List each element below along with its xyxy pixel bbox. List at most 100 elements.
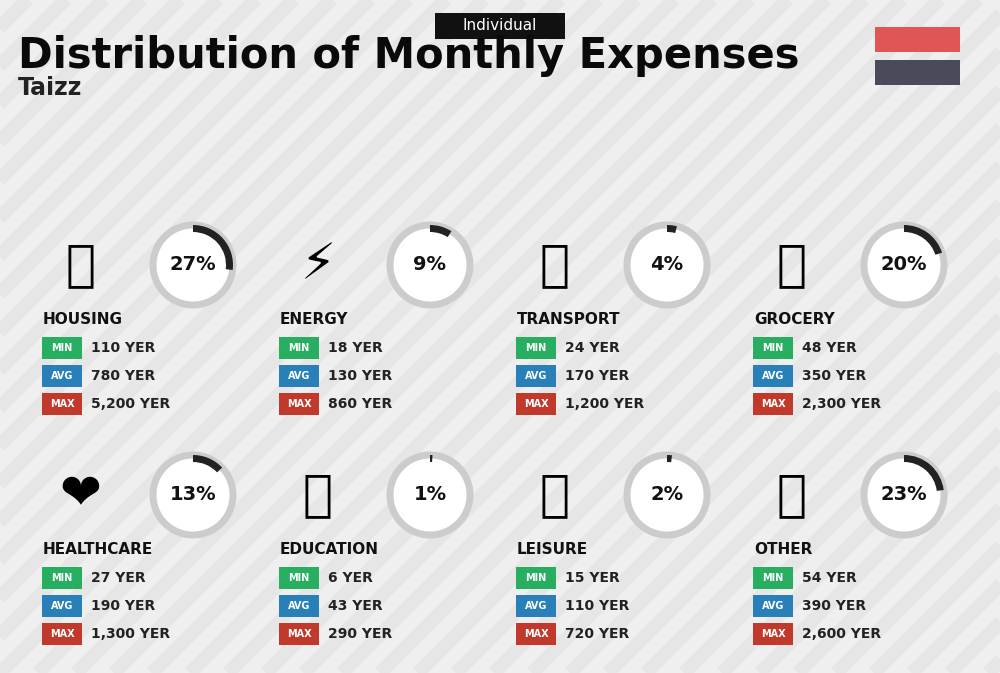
Text: 9%: 9%: [414, 256, 446, 275]
Text: 🛍️: 🛍️: [540, 471, 570, 519]
Wedge shape: [430, 225, 451, 237]
Text: AVG: AVG: [51, 601, 73, 611]
Text: 20%: 20%: [881, 256, 927, 275]
Text: 350 YER: 350 YER: [802, 369, 866, 383]
Text: 390 YER: 390 YER: [802, 599, 866, 613]
Text: 43 YER: 43 YER: [328, 599, 383, 613]
Wedge shape: [667, 455, 672, 462]
Text: 6 YER: 6 YER: [328, 571, 373, 585]
Circle shape: [153, 455, 233, 535]
Text: MIN: MIN: [288, 343, 310, 353]
Wedge shape: [904, 225, 942, 255]
Text: LEISURE: LEISURE: [517, 542, 588, 557]
Text: 🚌: 🚌: [540, 241, 570, 289]
Text: Distribution of Monthly Expenses: Distribution of Monthly Expenses: [18, 35, 800, 77]
FancyBboxPatch shape: [753, 623, 793, 645]
Text: 190 YER: 190 YER: [91, 599, 155, 613]
FancyBboxPatch shape: [753, 365, 793, 387]
Text: ⚡: ⚡: [300, 241, 336, 289]
FancyBboxPatch shape: [516, 595, 556, 617]
FancyBboxPatch shape: [42, 623, 82, 645]
Circle shape: [153, 225, 233, 305]
FancyBboxPatch shape: [753, 595, 793, 617]
Text: MAX: MAX: [524, 629, 548, 639]
Text: OTHER: OTHER: [754, 542, 812, 557]
Text: ❤️: ❤️: [60, 471, 102, 519]
Text: 23%: 23%: [881, 485, 927, 505]
Wedge shape: [667, 225, 677, 233]
Text: ENERGY: ENERGY: [280, 312, 349, 328]
Text: 1,200 YER: 1,200 YER: [565, 397, 644, 411]
Circle shape: [627, 225, 707, 305]
FancyBboxPatch shape: [279, 567, 319, 589]
Text: 2,300 YER: 2,300 YER: [802, 397, 881, 411]
FancyBboxPatch shape: [516, 567, 556, 589]
Text: MIN: MIN: [288, 573, 310, 583]
FancyBboxPatch shape: [435, 13, 565, 39]
Text: MIN: MIN: [762, 573, 784, 583]
Text: AVG: AVG: [525, 371, 547, 381]
Text: 👜: 👜: [777, 471, 807, 519]
Text: 2%: 2%: [650, 485, 684, 505]
Text: 130 YER: 130 YER: [328, 369, 392, 383]
Text: 🛒: 🛒: [777, 241, 807, 289]
Text: 15 YER: 15 YER: [565, 571, 620, 585]
FancyBboxPatch shape: [875, 27, 960, 52]
FancyBboxPatch shape: [42, 393, 82, 415]
Text: MIN: MIN: [525, 343, 547, 353]
Circle shape: [390, 225, 470, 305]
Text: MIN: MIN: [51, 343, 73, 353]
Text: 54 YER: 54 YER: [802, 571, 857, 585]
Text: 13%: 13%: [170, 485, 216, 505]
Text: Taizz: Taizz: [18, 76, 82, 100]
FancyBboxPatch shape: [42, 595, 82, 617]
Text: MAX: MAX: [761, 629, 785, 639]
FancyBboxPatch shape: [516, 623, 556, 645]
Text: 🎓: 🎓: [303, 471, 333, 519]
Text: 170 YER: 170 YER: [565, 369, 629, 383]
Text: GROCERY: GROCERY: [754, 312, 835, 328]
Wedge shape: [193, 225, 233, 270]
Text: 27%: 27%: [170, 256, 216, 275]
Text: 4%: 4%: [650, 256, 684, 275]
Text: MIN: MIN: [51, 573, 73, 583]
Text: AVG: AVG: [762, 601, 784, 611]
Text: 720 YER: 720 YER: [565, 627, 629, 641]
Text: 780 YER: 780 YER: [91, 369, 155, 383]
FancyBboxPatch shape: [279, 595, 319, 617]
FancyBboxPatch shape: [516, 393, 556, 415]
Text: 27 YER: 27 YER: [91, 571, 146, 585]
Wedge shape: [904, 455, 944, 491]
Text: 24 YER: 24 YER: [565, 341, 620, 355]
Text: 🏢: 🏢: [66, 241, 96, 289]
FancyBboxPatch shape: [753, 567, 793, 589]
Text: MAX: MAX: [50, 399, 74, 409]
Text: MIN: MIN: [525, 573, 547, 583]
FancyBboxPatch shape: [42, 567, 82, 589]
Text: MAX: MAX: [524, 399, 548, 409]
Text: AVG: AVG: [288, 371, 310, 381]
Text: HEALTHCARE: HEALTHCARE: [43, 542, 153, 557]
FancyBboxPatch shape: [42, 365, 82, 387]
Text: EDUCATION: EDUCATION: [280, 542, 379, 557]
FancyBboxPatch shape: [516, 337, 556, 359]
Text: Individual: Individual: [463, 18, 537, 34]
Circle shape: [864, 455, 944, 535]
FancyBboxPatch shape: [279, 337, 319, 359]
Text: MAX: MAX: [287, 399, 311, 409]
FancyBboxPatch shape: [753, 393, 793, 415]
Circle shape: [390, 455, 470, 535]
FancyBboxPatch shape: [279, 365, 319, 387]
Text: 2,600 YER: 2,600 YER: [802, 627, 881, 641]
Text: 18 YER: 18 YER: [328, 341, 383, 355]
FancyBboxPatch shape: [875, 60, 960, 85]
Text: HOUSING: HOUSING: [43, 312, 123, 328]
Circle shape: [627, 455, 707, 535]
Wedge shape: [430, 455, 433, 462]
Text: MAX: MAX: [287, 629, 311, 639]
Text: AVG: AVG: [525, 601, 547, 611]
FancyBboxPatch shape: [279, 623, 319, 645]
FancyBboxPatch shape: [279, 393, 319, 415]
Text: 1%: 1%: [413, 485, 447, 505]
Text: TRANSPORT: TRANSPORT: [517, 312, 620, 328]
